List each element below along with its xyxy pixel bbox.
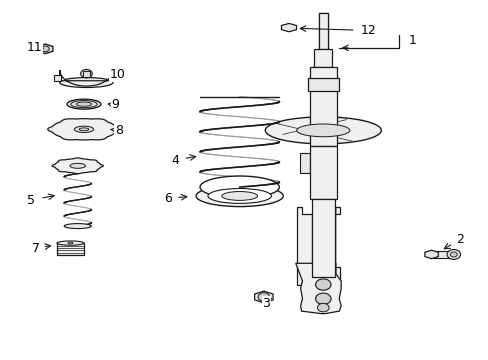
Ellipse shape <box>70 163 85 168</box>
Polygon shape <box>334 207 340 284</box>
Ellipse shape <box>74 126 94 132</box>
Polygon shape <box>57 243 84 255</box>
Polygon shape <box>296 207 311 284</box>
Text: 8: 8 <box>115 124 122 137</box>
Polygon shape <box>295 263 341 314</box>
Text: 7: 7 <box>32 242 40 255</box>
Ellipse shape <box>222 192 257 201</box>
Ellipse shape <box>196 185 283 207</box>
Text: 9: 9 <box>111 98 119 111</box>
Polygon shape <box>82 71 90 77</box>
Text: 1: 1 <box>408 34 416 47</box>
Ellipse shape <box>446 249 460 260</box>
Polygon shape <box>48 119 120 140</box>
Ellipse shape <box>68 242 73 244</box>
Polygon shape <box>38 44 53 54</box>
Ellipse shape <box>200 176 279 198</box>
Ellipse shape <box>315 279 330 290</box>
Ellipse shape <box>64 224 91 229</box>
Text: 4: 4 <box>171 154 179 167</box>
Ellipse shape <box>207 189 271 203</box>
Ellipse shape <box>57 241 84 245</box>
Polygon shape <box>311 199 334 278</box>
Ellipse shape <box>79 128 89 131</box>
Polygon shape <box>309 67 336 146</box>
Polygon shape <box>300 153 309 173</box>
Ellipse shape <box>317 303 328 312</box>
Text: 11: 11 <box>26 41 42 54</box>
Polygon shape <box>254 291 272 303</box>
Polygon shape <box>432 251 455 258</box>
Ellipse shape <box>449 252 456 257</box>
Text: 10: 10 <box>110 68 125 81</box>
Text: 2: 2 <box>455 233 463 246</box>
Ellipse shape <box>258 293 269 301</box>
Polygon shape <box>309 146 336 199</box>
Text: 12: 12 <box>360 23 376 37</box>
Polygon shape <box>60 70 113 86</box>
Polygon shape <box>54 76 61 81</box>
Text: 3: 3 <box>262 297 270 310</box>
Polygon shape <box>307 78 338 90</box>
Polygon shape <box>313 49 332 67</box>
Ellipse shape <box>76 102 92 106</box>
Polygon shape <box>424 250 437 259</box>
Ellipse shape <box>296 124 349 137</box>
Polygon shape <box>111 76 119 81</box>
Ellipse shape <box>81 69 92 78</box>
Ellipse shape <box>67 99 101 109</box>
Text: 5: 5 <box>27 194 35 207</box>
Ellipse shape <box>71 100 97 108</box>
Ellipse shape <box>315 293 330 305</box>
Polygon shape <box>281 23 296 32</box>
Polygon shape <box>52 158 103 174</box>
Ellipse shape <box>41 46 49 52</box>
Polygon shape <box>318 13 327 49</box>
Text: 6: 6 <box>164 192 172 205</box>
Ellipse shape <box>60 77 113 87</box>
Ellipse shape <box>265 117 381 144</box>
